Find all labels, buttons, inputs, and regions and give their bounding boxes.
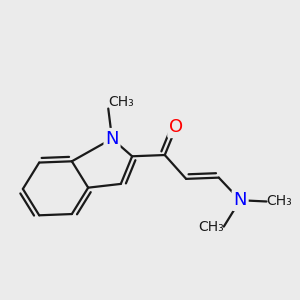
Text: O: O [169, 118, 183, 136]
Text: N: N [233, 191, 247, 209]
Text: CH₃: CH₃ [108, 94, 134, 109]
Text: CH₃: CH₃ [266, 194, 292, 208]
Text: N: N [105, 130, 119, 148]
Text: CH₃: CH₃ [198, 220, 224, 234]
